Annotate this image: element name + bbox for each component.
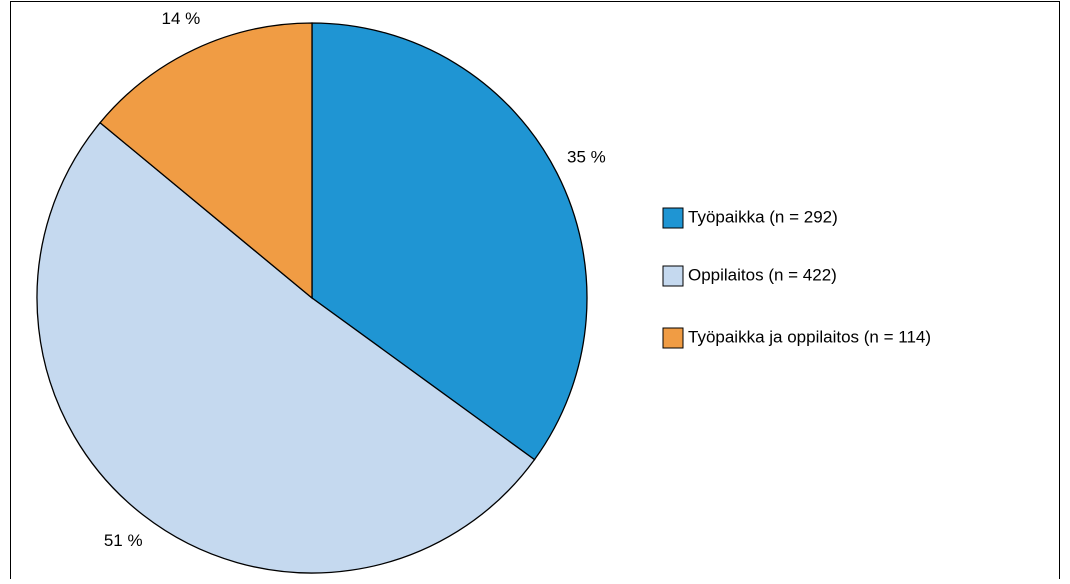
legend-label: Työpaikka (n = 292) bbox=[688, 207, 838, 226]
data-label: 35 % bbox=[567, 148, 606, 167]
legend-swatch bbox=[662, 265, 684, 287]
data-label: 51 % bbox=[104, 531, 143, 550]
legend-label: Oppilaitos (n = 422) bbox=[688, 265, 837, 284]
pie-slice bbox=[311, 22, 588, 461]
legend-swatch bbox=[662, 327, 684, 349]
pie-slice bbox=[99, 22, 313, 300]
pie-slice bbox=[36, 121, 536, 574]
data-label: 14 % bbox=[161, 9, 200, 28]
legend-swatch bbox=[662, 207, 684, 229]
legend-label: Työpaikka ja oppilaitos (n = 114) bbox=[688, 327, 931, 346]
